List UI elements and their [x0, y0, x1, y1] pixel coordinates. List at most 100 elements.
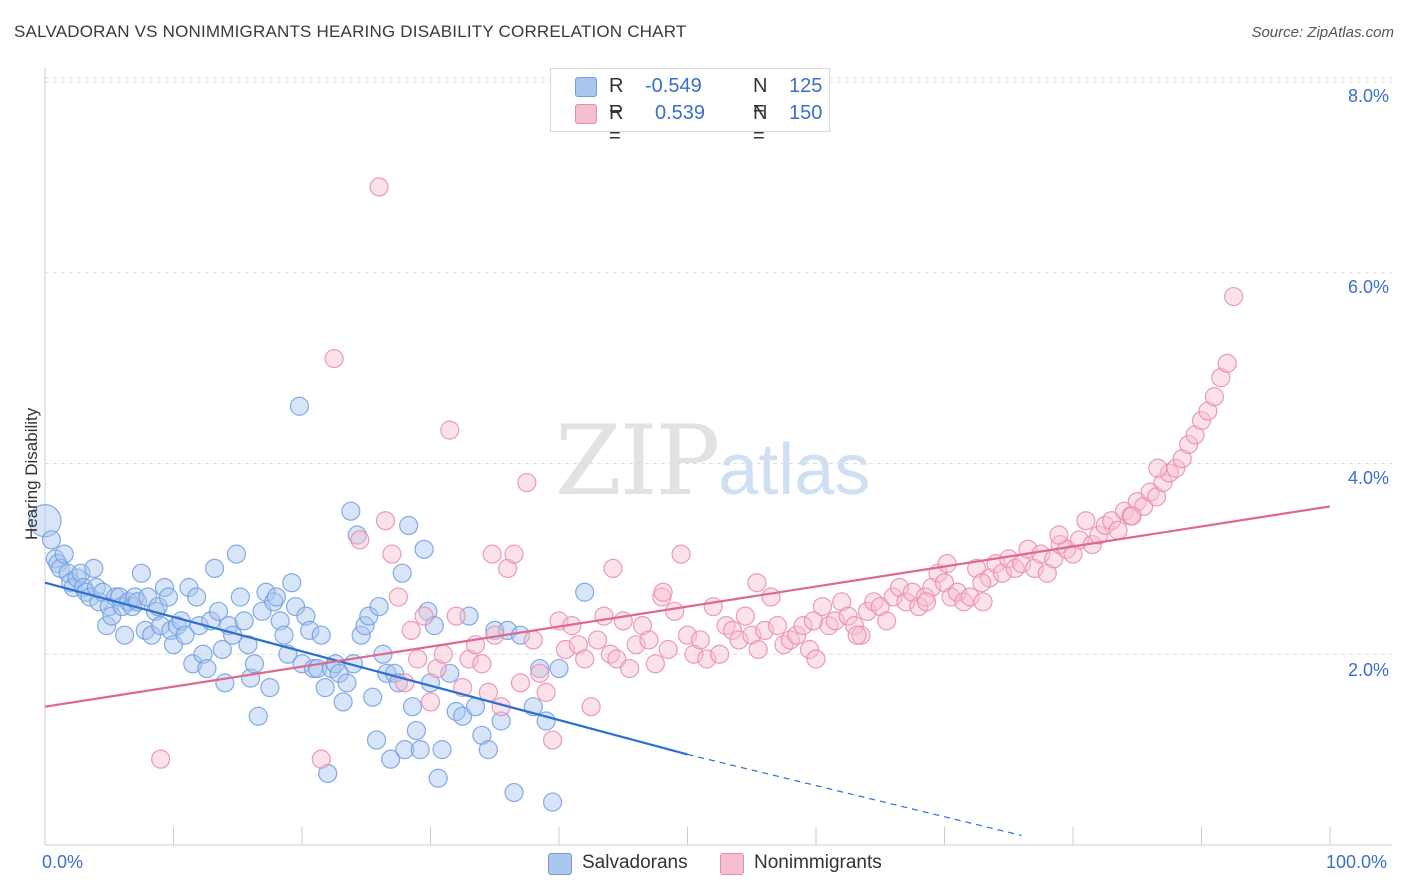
- salvadoran-point: [175, 625, 195, 645]
- nonimmigrant-point: [620, 658, 640, 679]
- salvadoran-point: [131, 563, 151, 583]
- salvadoran-point: [296, 606, 316, 626]
- nonimmigrant-point: [1089, 525, 1109, 545]
- salvadoran-point: [208, 601, 229, 621]
- nonimmigrant-point: [847, 625, 867, 645]
- nonimmigrant-point: [1153, 472, 1173, 493]
- nonimmigrant-point: [645, 654, 665, 674]
- salvadoran-point: [392, 563, 412, 583]
- salvadoran-point: [97, 616, 117, 636]
- watermark-atlas: atlas: [718, 430, 871, 510]
- nonimmigrant-point: [960, 587, 980, 607]
- salvadoran-point: [453, 706, 473, 726]
- nonimmigrant-point: [787, 625, 807, 645]
- nonimmigrant-point: [1185, 425, 1205, 445]
- nonimmigrant-point: [639, 630, 659, 650]
- salvadoran-point: [428, 768, 448, 788]
- salvadoran-point: [363, 687, 383, 707]
- salvadoran-point: [154, 577, 175, 598]
- salvadoran-point: [71, 563, 91, 583]
- bottom-swatch-salvadorans: [548, 853, 572, 875]
- nonimmigrant-point: [459, 649, 479, 669]
- salvadoran-point: [238, 635, 258, 655]
- nonimmigrant-point: [626, 635, 646, 655]
- salvadoran-point: [440, 663, 460, 683]
- salvadoran-point: [248, 706, 268, 726]
- nonimmigrant-point: [1191, 410, 1212, 431]
- salvadoran-point: [530, 658, 550, 679]
- nonimmigrant-point: [754, 620, 775, 641]
- nonimmigrant-point: [870, 596, 890, 617]
- salvadoran-point: [355, 616, 375, 636]
- salvadoran-point: [270, 611, 290, 631]
- nonimmigrant-point: [510, 673, 531, 693]
- nonimmigrant-point: [632, 616, 653, 636]
- salvadoran-point: [359, 606, 379, 626]
- salvadoran-point: [183, 654, 203, 674]
- salvadoran-point: [315, 678, 335, 698]
- salvadoran-point: [341, 501, 361, 521]
- nonimmigrant-point: [697, 649, 717, 669]
- bottom-legend-label: Nonimmigrants: [754, 852, 882, 873]
- nonimmigrant-point: [382, 544, 402, 564]
- nonimmigrant-point: [151, 749, 171, 769]
- salvadoran-point: [478, 740, 498, 760]
- nonimmigrant-point: [729, 630, 749, 650]
- salvadoran-point: [300, 620, 320, 641]
- nonimmigrant-point: [973, 592, 993, 612]
- nonimmigrant-point: [581, 697, 601, 717]
- nonimmigrant-point: [825, 611, 845, 631]
- y-tick-6: 6.0%: [1348, 277, 1390, 297]
- salvadoran-point: [256, 582, 276, 602]
- bottom-legend-label: Salvadorans: [582, 852, 688, 873]
- source-label: Source: ZipAtlas.com: [1251, 24, 1394, 41]
- nonimmigrant-point: [420, 692, 441, 712]
- legend-n-label: N =: [753, 75, 768, 120]
- nonimmigrant-point: [883, 587, 903, 607]
- nonimmigrant-point: [767, 616, 788, 636]
- nonimmigrant-point: [1198, 401, 1218, 421]
- nonimmigrant-point: [388, 587, 408, 607]
- nonimmigrant-point: [677, 625, 698, 645]
- y-tick-8: 8.0%: [1348, 86, 1390, 106]
- nonimmigrant-point: [934, 573, 955, 593]
- legend-swatch-nonimmigrants: [575, 104, 597, 124]
- nonimmigrant-point: [324, 348, 344, 369]
- salvadoran-point: [274, 625, 294, 645]
- salvadoran-point: [542, 792, 563, 812]
- salvadoran-point: [28, 504, 62, 538]
- nonimmigrant-point: [838, 606, 858, 626]
- nonimmigrant-point: [748, 639, 768, 660]
- x-tick-min: 0.0%: [42, 852, 84, 872]
- watermark: ZIPatlas: [555, 405, 870, 517]
- nonimmigrant-point: [1108, 520, 1128, 540]
- nonimmigrant-point: [523, 630, 543, 650]
- nonimmigrant-point: [742, 625, 762, 645]
- salvadoran-point: [41, 530, 62, 550]
- salvadoran-point: [234, 611, 254, 631]
- legend-box: R = -0.549 N = 125 R = 0.539 N = 150: [550, 68, 830, 147]
- nonimmigrant-point: [408, 649, 428, 669]
- salvadoran-point: [491, 711, 511, 731]
- nonimmigrant-point: [703, 596, 723, 617]
- nonimmigrant-point: [1211, 368, 1231, 388]
- nonimmigrant-point: [857, 601, 878, 621]
- salvadoran-point: [187, 587, 207, 607]
- salvadoran-point: [226, 544, 247, 564]
- nonimmigrant-point: [922, 577, 942, 598]
- nonimmigrant-point: [812, 596, 833, 617]
- salvadoran-point: [366, 730, 387, 750]
- nonimmigrant-point: [472, 654, 492, 674]
- salvadoran-point: [381, 749, 401, 769]
- y-tick-2: 2.0%: [1348, 660, 1390, 680]
- legend-r-value: 0.539: [655, 102, 706, 124]
- y-tick-4: 4.0%: [1348, 468, 1390, 488]
- nonimmigrant-point: [947, 582, 967, 602]
- salvadoran-point: [318, 763, 338, 784]
- nonimmigrant-point: [1179, 434, 1199, 455]
- nonimmigrant-point: [803, 611, 824, 631]
- salvadoran-point: [244, 654, 265, 674]
- salvadoran-point: [549, 658, 569, 679]
- nonimmigrant-point: [1217, 353, 1237, 373]
